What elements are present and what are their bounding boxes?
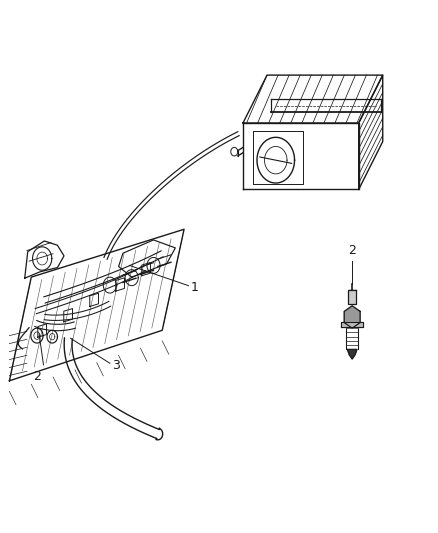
Text: 2: 2 (33, 370, 41, 383)
Text: 3: 3 (112, 359, 120, 373)
Polygon shape (347, 350, 357, 359)
Polygon shape (341, 322, 363, 327)
Polygon shape (344, 306, 360, 328)
Text: 2: 2 (348, 245, 356, 257)
Text: 1: 1 (191, 281, 198, 294)
FancyBboxPatch shape (348, 290, 356, 304)
